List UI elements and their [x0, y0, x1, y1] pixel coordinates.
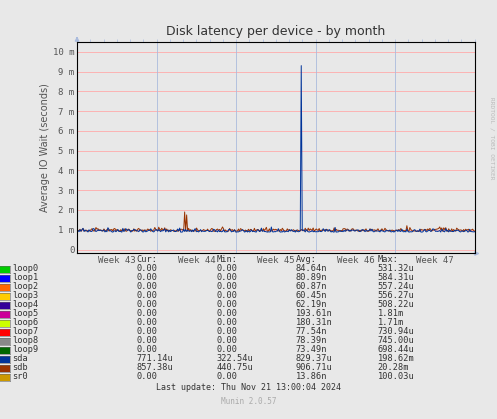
Y-axis label: Average IO Wait (seconds): Average IO Wait (seconds): [40, 83, 50, 212]
Text: 0.00: 0.00: [216, 264, 237, 273]
Text: 62.19n: 62.19n: [296, 300, 327, 309]
Text: loop4: loop4: [12, 300, 39, 309]
Text: 0.00: 0.00: [216, 372, 237, 381]
Text: 0.00: 0.00: [216, 327, 237, 336]
Text: 0.00: 0.00: [216, 282, 237, 291]
Text: 440.75u: 440.75u: [216, 363, 253, 372]
Text: loop9: loop9: [12, 345, 39, 354]
Text: 0.00: 0.00: [137, 372, 158, 381]
Text: 1.81m: 1.81m: [378, 309, 404, 318]
Text: sda: sda: [12, 354, 28, 363]
Text: 13.86n: 13.86n: [296, 372, 327, 381]
Text: 0.00: 0.00: [216, 309, 237, 318]
Text: 193.61n: 193.61n: [296, 309, 332, 318]
Text: sdb: sdb: [12, 363, 28, 372]
Text: 198.62m: 198.62m: [378, 354, 414, 363]
Text: 0.00: 0.00: [216, 336, 237, 345]
Text: 78.39n: 78.39n: [296, 336, 327, 345]
Text: 745.00u: 745.00u: [378, 336, 414, 345]
Text: Avg:: Avg:: [296, 255, 317, 264]
Text: loop5: loop5: [12, 309, 39, 318]
Text: 0.00: 0.00: [137, 309, 158, 318]
Text: 0.00: 0.00: [216, 318, 237, 327]
Text: Last update: Thu Nov 21 13:00:04 2024: Last update: Thu Nov 21 13:00:04 2024: [156, 383, 341, 392]
Text: sr0: sr0: [12, 372, 28, 381]
Text: Max:: Max:: [378, 255, 399, 264]
Text: 0.00: 0.00: [137, 327, 158, 336]
Text: 60.87n: 60.87n: [296, 282, 327, 291]
Text: 556.27u: 556.27u: [378, 291, 414, 300]
Text: 829.37u: 829.37u: [296, 354, 332, 363]
Text: 906.71u: 906.71u: [296, 363, 332, 372]
Text: loop7: loop7: [12, 327, 39, 336]
Text: 20.28m: 20.28m: [378, 363, 409, 372]
Text: loop1: loop1: [12, 273, 39, 282]
Text: 857.38u: 857.38u: [137, 363, 173, 372]
Text: 322.54u: 322.54u: [216, 354, 253, 363]
Text: 80.89n: 80.89n: [296, 273, 327, 282]
Text: 508.22u: 508.22u: [378, 300, 414, 309]
Text: 0.00: 0.00: [137, 345, 158, 354]
Title: Disk latency per device - by month: Disk latency per device - by month: [166, 25, 386, 38]
Text: 1.71m: 1.71m: [378, 318, 404, 327]
Text: 180.31n: 180.31n: [296, 318, 332, 327]
Text: RRDTOOL / TOBI OETIKER: RRDTOOL / TOBI OETIKER: [490, 97, 495, 179]
Text: 84.64n: 84.64n: [296, 264, 327, 273]
Text: 0.00: 0.00: [216, 291, 237, 300]
Text: Cur:: Cur:: [137, 255, 158, 264]
Text: 0.00: 0.00: [137, 291, 158, 300]
Text: loop6: loop6: [12, 318, 39, 327]
Text: 730.94u: 730.94u: [378, 327, 414, 336]
Text: 0.00: 0.00: [137, 264, 158, 273]
Text: 698.44u: 698.44u: [378, 345, 414, 354]
Text: 0.00: 0.00: [216, 345, 237, 354]
Text: loop2: loop2: [12, 282, 39, 291]
Text: 584.31u: 584.31u: [378, 273, 414, 282]
Text: 0.00: 0.00: [137, 273, 158, 282]
Text: Min:: Min:: [216, 255, 237, 264]
Text: 0.00: 0.00: [137, 318, 158, 327]
Text: 557.24u: 557.24u: [378, 282, 414, 291]
Text: 0.00: 0.00: [216, 273, 237, 282]
Text: 531.32u: 531.32u: [378, 264, 414, 273]
Text: 0.00: 0.00: [137, 300, 158, 309]
Text: 60.45n: 60.45n: [296, 291, 327, 300]
Text: 0.00: 0.00: [137, 336, 158, 345]
Text: 0.00: 0.00: [216, 300, 237, 309]
Text: loop3: loop3: [12, 291, 39, 300]
Text: 100.03u: 100.03u: [378, 372, 414, 381]
Text: 73.49n: 73.49n: [296, 345, 327, 354]
Text: Munin 2.0.57: Munin 2.0.57: [221, 398, 276, 406]
Text: loop0: loop0: [12, 264, 39, 273]
Text: loop8: loop8: [12, 336, 39, 345]
Text: 0.00: 0.00: [137, 282, 158, 291]
Text: 771.14u: 771.14u: [137, 354, 173, 363]
Text: 77.54n: 77.54n: [296, 327, 327, 336]
